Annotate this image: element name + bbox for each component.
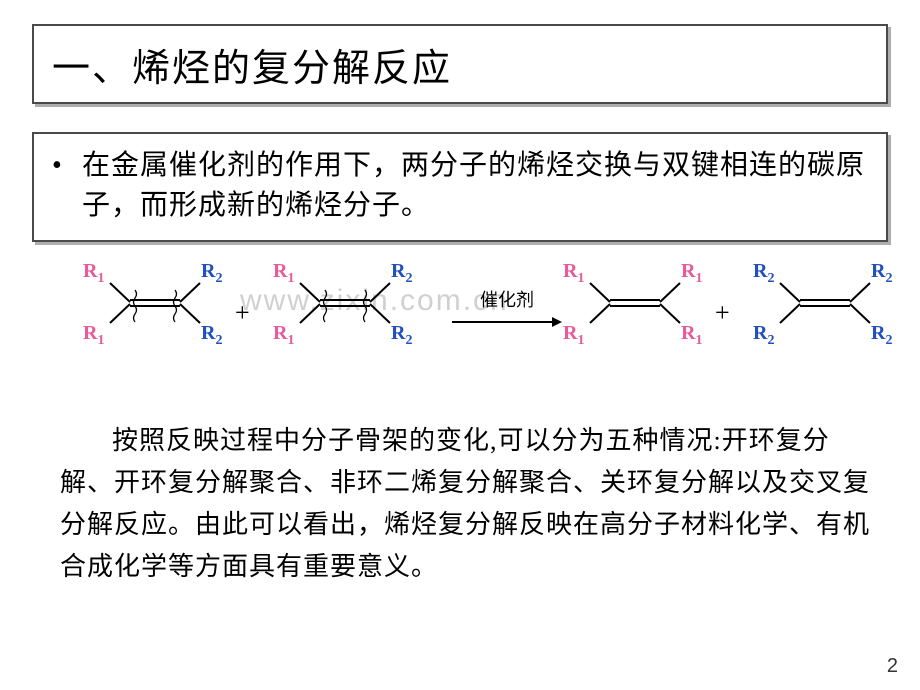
substituent-label: R1: [563, 260, 584, 287]
substituent-label: R1: [273, 260, 294, 287]
body-paragraph: 按照反映过程中分子骨架的变化,可以分为五种情况:开环复分解、开环复分解聚合、非环…: [60, 420, 870, 588]
page-number: 2: [887, 655, 898, 678]
molecule: R1 R2 R1 R2: [275, 258, 415, 348]
molecule: R1 R2 R1 R2: [85, 258, 225, 348]
bullet-marker: •: [52, 146, 82, 226]
reaction-arrow: 催化剂: [452, 286, 562, 337]
substituent-label: R1: [83, 260, 104, 287]
substituent-label: R2: [391, 260, 412, 287]
catalyst-label: 催化剂: [452, 286, 562, 312]
molecule: R1 R1 R1 R1: [565, 258, 705, 348]
paragraph-text: 按照反映过程中分子骨架的变化,可以分为五种情况:开环复分解、开环复分解聚合、非环…: [60, 426, 870, 581]
substituent-label: R1: [273, 322, 294, 349]
content-box: • 在金属催化剂的作用下，两分子的烯烃交换与双键相连的碳原子，而形成新的烯烃分子…: [32, 132, 888, 242]
reaction-scheme: R1 R2 R1 R2 R1 R2 R1 R2 R1 R1 R1 R1 R2 R2 R2 R2 + + 催化剂: [40, 258, 890, 368]
substituent-label: R2: [391, 322, 412, 349]
bullet-row: • 在金属催化剂的作用下，两分子的烯烃交换与双键相连的碳原子，而形成新的烯烃分子…: [52, 146, 868, 226]
substituent-label: R1: [681, 322, 702, 349]
substituent-label: R1: [681, 260, 702, 287]
substituent-label: R2: [871, 260, 892, 287]
substituent-label: R2: [201, 260, 222, 287]
molecule: R2 R2 R2 R2: [755, 258, 895, 348]
plus-symbol: +: [715, 298, 730, 328]
substituent-label: R2: [753, 260, 774, 287]
plus-symbol: +: [235, 298, 250, 328]
substituent-label: R1: [83, 322, 104, 349]
title-box: 一、烯烃的复分解反应: [32, 24, 888, 104]
page-title: 一、烯烃的复分解反应: [52, 37, 452, 92]
substituent-label: R2: [871, 322, 892, 349]
substituent-label: R2: [201, 322, 222, 349]
substituent-label: R2: [753, 322, 774, 349]
substituent-label: R1: [563, 322, 584, 349]
bullet-text: 在金属催化剂的作用下，两分子的烯烃交换与双键相连的碳原子，而形成新的烯烃分子。: [82, 146, 868, 226]
arrow-icon: [452, 312, 562, 332]
